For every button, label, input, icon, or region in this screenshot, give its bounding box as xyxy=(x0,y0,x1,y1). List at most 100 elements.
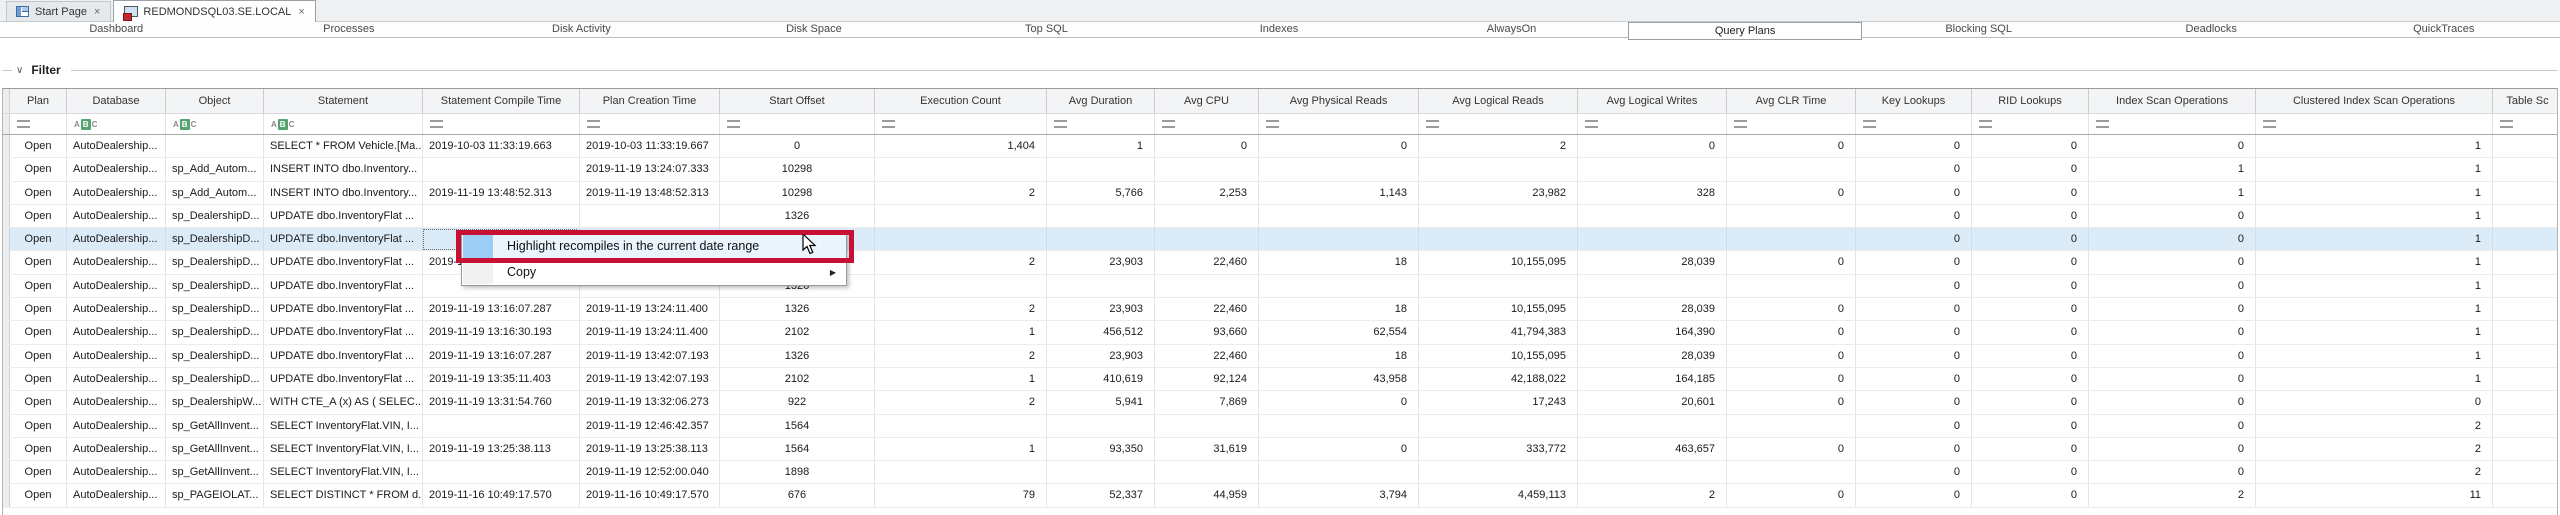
grid-cell[interactable]: sp_Add_Autom... xyxy=(166,158,264,181)
grid-cell[interactable]: UPDATE dbo.InventoryFlat ... xyxy=(264,344,423,367)
grid-cell[interactable] xyxy=(2493,415,2557,437)
tab-quicktraces[interactable]: QuickTraces xyxy=(2413,23,2475,35)
grid-cell[interactable] xyxy=(1259,274,1419,298)
grid-cell[interactable]: 2 xyxy=(1578,484,1727,507)
grid-cell[interactable]: 11 xyxy=(2256,484,2493,507)
grid-cell[interactable] xyxy=(1155,228,1259,251)
grid-cell[interactable]: 2 xyxy=(2089,484,2256,507)
grid-cell[interactable]: 676 xyxy=(720,484,875,507)
grid-cell[interactable]: 2019-11-19 13:35:11.403 xyxy=(423,367,580,391)
table-row[interactable]: Open AutoDealership... sp_DealershipD... UP… xyxy=(3,344,2557,368)
open-plan-link[interactable]: Open xyxy=(10,135,67,158)
table-row[interactable]: Open AutoDealership... sp_DealershipW... WI… xyxy=(3,391,2557,415)
grid-cell[interactable]: sp_Add_Autom... xyxy=(166,181,264,204)
grid-cell[interactable]: 22,460 xyxy=(1155,251,1259,274)
grid-cell[interactable]: 0 xyxy=(1727,484,1856,507)
grid-cell[interactable]: 0 xyxy=(1856,251,1972,274)
grid-cell[interactable]: 0 xyxy=(1856,391,1972,414)
grid-cell[interactable] xyxy=(2493,205,2557,227)
column-header-avg-duration[interactable]: Avg Duration xyxy=(1047,89,1155,113)
grid-cell[interactable]: 1326 xyxy=(720,298,875,321)
grid-cell[interactable] xyxy=(1047,414,1155,437)
grid-cell[interactable]: 2019-11-19 13:42:07.193 xyxy=(580,367,720,391)
column-header-database[interactable]: Database xyxy=(67,89,166,113)
column-header-index-scan-operations[interactable]: Index Scan Operations xyxy=(2089,89,2256,113)
grid-cell[interactable]: 1 xyxy=(2256,135,2493,158)
grid-cell[interactable]: 1 xyxy=(2256,228,2493,251)
column-header-avg-physical-reads[interactable]: Avg Physical Reads xyxy=(1259,89,1419,113)
grid-cell[interactable]: 0 xyxy=(1259,391,1419,414)
grid-cell[interactable]: 0 xyxy=(2089,344,2256,367)
grid-cell[interactable]: 1 xyxy=(2256,181,2493,204)
grid-cell[interactable]: 2019-11-19 13:32:06.273 xyxy=(580,391,720,414)
grid-cell[interactable]: 2019-11-19 13:24:07.333 xyxy=(580,158,720,181)
grid-cell[interactable]: UPDATE dbo.InventoryFlat ... xyxy=(264,321,423,344)
grid-cell[interactable]: 0 xyxy=(1727,321,1856,344)
grid-cell[interactable] xyxy=(423,461,580,484)
grid-cell[interactable]: 0 xyxy=(1972,344,2089,367)
grid-cell[interactable]: AutoDealership... xyxy=(67,391,166,414)
grid-cell[interactable]: 0 xyxy=(2089,298,2256,321)
grid-cell[interactable]: 0 xyxy=(1972,437,2089,461)
grid-cell[interactable]: 2019-11-19 13:16:30.193 xyxy=(423,321,580,344)
grid-cell[interactable]: 2102 xyxy=(720,367,875,391)
grid-cell[interactable]: 1 xyxy=(2089,181,2256,204)
table-row[interactable]: Open AutoDealership... sp_DealershipD... UP… xyxy=(3,251,2557,275)
grid-cell[interactable] xyxy=(1578,274,1727,298)
grid-cell[interactable]: sp_GetAllInvent... xyxy=(166,461,264,484)
grid-cell[interactable]: 0 xyxy=(2089,228,2256,251)
grid-cell[interactable] xyxy=(1578,204,1727,228)
column-header-key-lookups[interactable]: Key Lookups xyxy=(1856,89,1972,113)
open-plan-link[interactable]: Open xyxy=(10,298,67,321)
table-row[interactable]: Open AutoDealership... sp_Add_Autom... INSE… xyxy=(3,181,2557,205)
grid-cell[interactable]: sp_DealershipD... xyxy=(166,298,264,321)
grid-cell[interactable] xyxy=(2493,228,2557,250)
grid-cell[interactable]: 1 xyxy=(2256,274,2493,298)
filter-cell-plan-creation-time[interactable] xyxy=(580,114,720,134)
grid-cell[interactable]: 0 xyxy=(1727,135,1856,158)
filter-cell-avg-physical-reads[interactable] xyxy=(1259,114,1419,134)
grid-cell[interactable]: SELECT DISTINCT * FROM d... xyxy=(264,484,423,507)
grid-cell[interactable]: sp_DealershipD... xyxy=(166,344,264,367)
grid-cell[interactable]: 62,554 xyxy=(1259,321,1419,344)
filter-cell-index-scan-operations[interactable] xyxy=(2089,114,2256,134)
grid-cell[interactable]: sp_DealershipD... xyxy=(166,367,264,391)
grid-cell[interactable]: 2019-11-19 13:16:07.287 xyxy=(423,344,580,367)
grid-cell[interactable]: 23,982 xyxy=(1419,181,1578,204)
table-row[interactable]: Open AutoDealership... sp_DealershipD... UP… xyxy=(3,298,2557,322)
open-plan-link[interactable]: Open xyxy=(10,414,67,437)
column-header-avg-logical-reads[interactable]: Avg Logical Reads xyxy=(1419,89,1578,113)
grid-cell[interactable]: 0 xyxy=(1727,391,1856,414)
grid-cell[interactable]: 1 xyxy=(2256,321,2493,344)
grid-cell[interactable]: UPDATE dbo.InventoryFlat ... xyxy=(264,274,423,298)
grid-cell[interactable] xyxy=(1155,204,1259,228)
grid-cell[interactable] xyxy=(2493,158,2557,180)
grid-cell[interactable] xyxy=(875,461,1047,484)
grid-cell[interactable]: 0 xyxy=(1972,414,2089,437)
grid-cell[interactable]: 0 xyxy=(1856,298,1972,321)
grid-cell[interactable]: 2019-11-19 13:48:52.313 xyxy=(580,181,720,204)
filter-cell-statement-compile-time[interactable] xyxy=(423,114,580,134)
grid-cell[interactable] xyxy=(2493,461,2557,483)
grid-cell[interactable]: 0 xyxy=(1856,484,1972,507)
grid-cell[interactable] xyxy=(580,204,720,228)
grid-cell[interactable] xyxy=(720,251,875,274)
grid-cell[interactable] xyxy=(1419,461,1578,484)
grid-cell[interactable]: sp_DealershipD... xyxy=(166,204,264,228)
grid-cell[interactable] xyxy=(1259,158,1419,181)
grid-cell[interactable]: 410,619 xyxy=(1047,367,1155,391)
grid-cell[interactable]: 0 xyxy=(1727,344,1856,367)
grid-cell[interactable] xyxy=(1155,158,1259,181)
grid-cell[interactable] xyxy=(1727,274,1856,298)
grid-cell[interactable] xyxy=(2493,182,2557,204)
tab-dashboard[interactable]: Dashboard xyxy=(89,23,144,35)
grid-cell[interactable]: 2 xyxy=(2256,437,2493,461)
grid-cell[interactable]: 0 xyxy=(1972,484,2089,507)
grid-cell[interactable] xyxy=(1419,414,1578,437)
grid-cell[interactable]: 333,772 xyxy=(1419,437,1578,461)
grid-cell[interactable]: 2 xyxy=(875,181,1047,204)
grid-cell[interactable]: AutoDealership... xyxy=(67,414,166,437)
grid-cell[interactable] xyxy=(1047,158,1155,181)
grid-cell[interactable]: 0 xyxy=(1727,298,1856,321)
